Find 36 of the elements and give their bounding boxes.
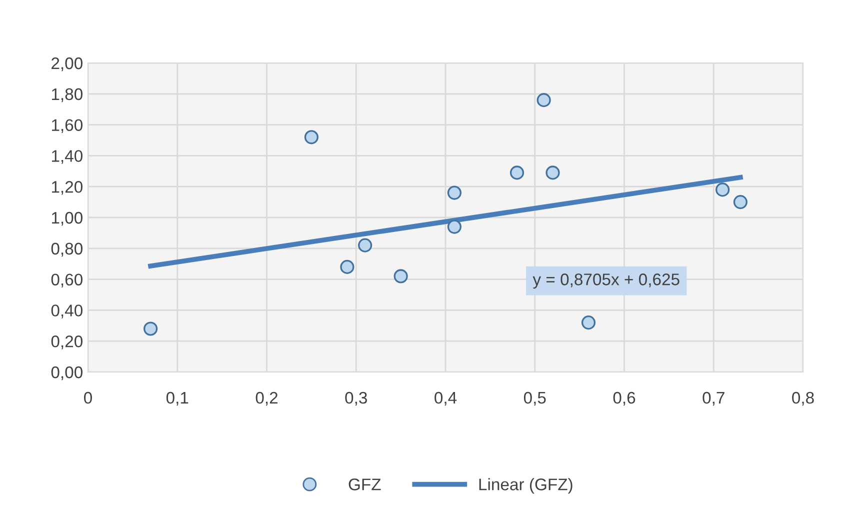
point [733, 195, 748, 210]
point [536, 93, 551, 108]
y-tick-label: 0,00 [51, 366, 82, 380]
y-tick-label: 0,40 [51, 304, 82, 318]
point [716, 182, 730, 197]
y-tick-label: 2,00 [52, 57, 82, 72]
y-tick-label: 0,60 [51, 274, 82, 288]
x-tick-label: 0,4 [434, 392, 457, 406]
x-tick-label: 0,8 [792, 392, 814, 406]
legend-label: GFZ [348, 478, 381, 490]
point [546, 166, 560, 180]
point [144, 322, 158, 336]
point [447, 186, 462, 200]
y-tick-label: 1,60 [52, 119, 82, 133]
point [394, 269, 408, 284]
y-tick-label: 1,20 [52, 181, 82, 195]
x-tick-label: 0,3 [345, 392, 367, 406]
point [304, 130, 318, 144]
point [358, 238, 372, 252]
point [581, 316, 596, 330]
x-tick-label: 0,7 [702, 392, 724, 406]
x-tick-label: 0,2 [256, 392, 278, 406]
x-tick-label: 0,1 [166, 392, 188, 406]
y-tick-label: 0,20 [51, 336, 82, 350]
annotation: y = 0,8705x + 0,625 [532, 274, 680, 289]
y-tick-label: 1,40 [52, 150, 82, 164]
x-tick-label: 0,5 [524, 392, 546, 406]
legend-label: Linear (GFZ) [479, 478, 572, 494]
point [447, 220, 462, 234]
x-tick-label: 0,6 [613, 392, 636, 406]
point [340, 260, 354, 274]
x-tick-label: 0 [84, 392, 92, 404]
y-tick-label: 1,80 [52, 88, 82, 102]
point [510, 166, 524, 180]
y-tick-label: 0,80 [51, 242, 82, 257]
y-tick-label: 1,00 [52, 212, 82, 226]
